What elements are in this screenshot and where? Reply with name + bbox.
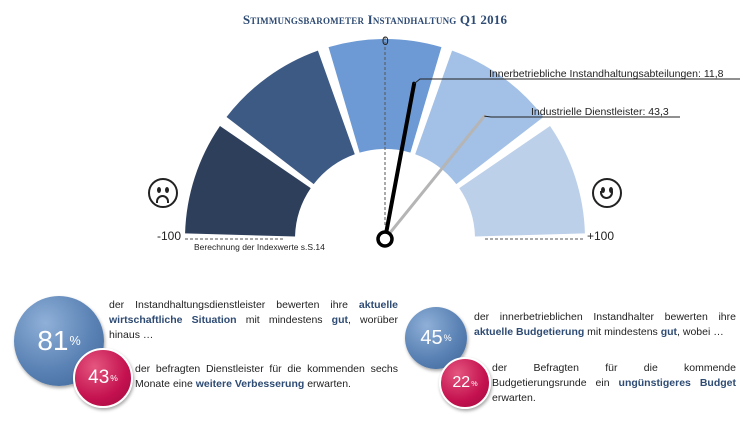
tick-label-min: -100 [157, 229, 182, 243]
stat-text-45: der innerbetrieblichen Instandhalter bew… [474, 311, 736, 338]
stat-bubble-22: 22% [439, 357, 491, 409]
needle-1 [388, 114, 486, 235]
gauge-footnote: Berechnung der Indexwerte s.S.14 [194, 242, 325, 252]
tick-label-max: +100 [587, 229, 615, 243]
stat-text-81: der Instandhaltungsdienstleister bewerte… [109, 299, 398, 341]
stat-text-43: der befragten Dienstleister für die komm… [135, 363, 398, 390]
sad-face-icon [148, 178, 178, 208]
gauge-segment-1 [226, 50, 355, 185]
gauge-segment-4 [459, 126, 585, 237]
stat-unit: % [110, 373, 118, 383]
gauge-hub [376, 230, 394, 248]
stat-value: 22 [452, 374, 471, 391]
stat-unit: % [471, 378, 478, 388]
stat-value: 43 [88, 367, 110, 388]
stat-unit: % [443, 333, 452, 343]
needle-leader-1 [484, 115, 680, 118]
stat-unit: % [69, 334, 81, 348]
needle-label-internal: Innerbetriebliche Instandhaltungsabteilu… [489, 68, 724, 80]
stat-value: 45 [420, 326, 443, 349]
needle-leader-0 [413, 78, 740, 85]
chart-title: Stimmungsbarometer Instandhaltung Q1 201… [242, 12, 508, 27]
needle-0 [384, 81, 417, 234]
gauge-segment-2 [328, 38, 442, 153]
gauge-chart [185, 37, 740, 248]
stat-value: 81 [37, 325, 69, 356]
gauge-segment-0 [185, 126, 311, 237]
needle-label-service: Industrielle Dienstleister: 43,3 [531, 106, 669, 118]
stat-bubble-43: 43% [73, 348, 133, 408]
tick-label-zero: 0 [382, 34, 389, 48]
happy-face-icon [592, 178, 622, 208]
gauge-segment-3 [415, 50, 544, 185]
stat-text-22: der Befragten für die kommende Budgetier… [492, 362, 737, 404]
